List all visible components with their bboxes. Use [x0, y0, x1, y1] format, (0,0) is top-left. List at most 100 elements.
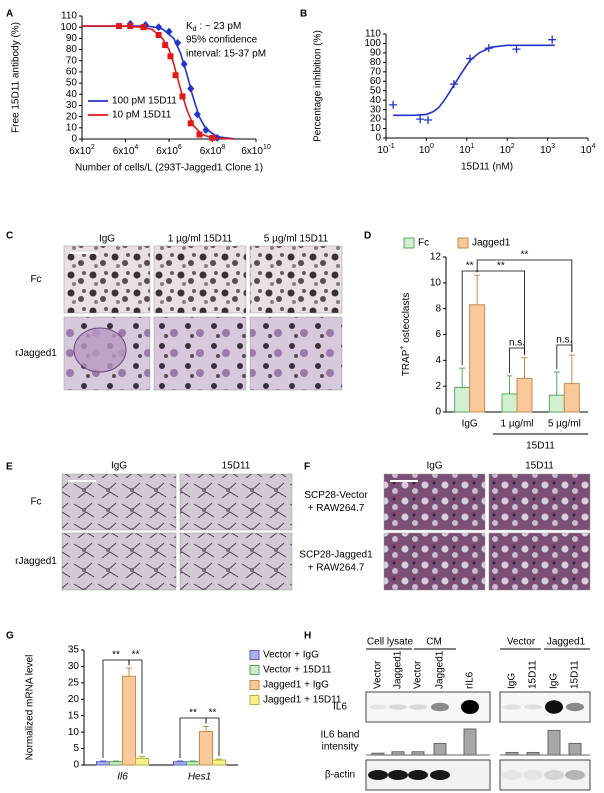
bar: [548, 394, 565, 413]
band-bar: [371, 752, 385, 756]
y-tick-label: 8: [435, 303, 441, 314]
y-tick-label: 2: [435, 381, 441, 392]
y-tick-label: 60: [370, 76, 382, 87]
error-bar: [113, 760, 119, 762]
micrograph: [153, 316, 247, 391]
panel-label: C: [6, 231, 13, 242]
annotation: interval: 15-37 pM: [186, 49, 266, 60]
script-text: 4: [592, 143, 596, 150]
micrograph: [153, 245, 247, 314]
actin-band: [565, 770, 585, 780]
x-tick-label: 10-1: [377, 143, 394, 156]
data-point: [179, 93, 186, 100]
text-part: 6x10: [241, 146, 263, 157]
data-point: [449, 80, 458, 89]
column-label: IgG: [426, 461, 442, 472]
data-point: [165, 27, 173, 36]
panel-label: H: [304, 631, 311, 642]
text-part: osteoclasts: [401, 293, 412, 346]
data-point: [167, 53, 174, 60]
y-axis-title: TRAP+ osteoclasts: [399, 293, 412, 377]
bar: [109, 761, 123, 766]
x-tick-label: 100: [419, 143, 434, 156]
group-label: Vector: [507, 637, 536, 648]
group-label: Cell lysate: [367, 637, 414, 648]
bar: [454, 386, 471, 413]
y-tick-label: 0: [435, 407, 441, 418]
lane-label: 15D11: [570, 660, 581, 689]
blot-band: [566, 702, 584, 712]
data-point: [196, 131, 203, 138]
legend-label: Jagged1 + 15D11: [263, 695, 342, 706]
row-label: β-actin: [325, 770, 355, 781]
micrograph: [63, 245, 151, 314]
row-label: rJagged1: [15, 348, 57, 359]
legend-swatch: [249, 650, 260, 660]
y-tick-label: 60: [66, 67, 78, 78]
significance-bracket: [476, 259, 573, 353]
micrograph: [249, 245, 343, 314]
column-label: 15D11: [525, 461, 554, 472]
y-axis-title: Percentage inhibition (%): [313, 30, 324, 142]
x-tick-label: 6x104: [113, 144, 139, 157]
actin-band: [430, 770, 450, 780]
significance-label: **: [521, 250, 529, 261]
lane-label: Vector: [413, 660, 424, 689]
micrograph: [383, 473, 486, 531]
legend-label: 100 pM 15D11: [112, 96, 177, 107]
micrograph: [249, 316, 343, 391]
column-label: 15D11: [222, 461, 251, 472]
y-tick-label: 12: [430, 252, 442, 263]
bar: [199, 730, 213, 766]
text-part: 6x10: [156, 146, 178, 157]
legend-swatch: [403, 237, 415, 249]
group-label: 15D11: [526, 441, 555, 452]
y-tick-label: 70: [370, 66, 382, 77]
bar: [563, 383, 580, 413]
bar: [122, 675, 136, 766]
error-bar: [100, 760, 106, 762]
lane-label: 15D11: [528, 660, 539, 689]
significance-bracket: [128, 659, 143, 754]
row-label: IL6: [333, 702, 347, 713]
blot-band: [503, 704, 521, 710]
row-label: + RAW264.7: [308, 563, 365, 574]
lane-label: Jagged1: [393, 650, 404, 689]
band-bar: [568, 742, 582, 756]
significance-label: n.s.: [509, 338, 525, 349]
script-text: +: [399, 346, 406, 350]
x-tick-label: 6x102: [69, 144, 95, 157]
y-tick-label: 35: [68, 645, 80, 656]
micrograph: [383, 532, 486, 591]
y-tick-label: 25: [68, 677, 80, 688]
error-bar: [126, 667, 132, 677]
x-tick-label: IgG: [462, 419, 478, 430]
y-tick-label: 40: [370, 95, 382, 106]
x-tick-label: Hes1: [188, 772, 211, 783]
text-part: 6x10: [69, 146, 91, 157]
column-label: 1 µg/ml 15D11: [168, 234, 233, 245]
legend-swatch: [249, 680, 260, 690]
data-point: [174, 38, 182, 47]
x-tick-label: 6x108: [200, 144, 226, 157]
micrograph: [488, 473, 591, 531]
text-part: TRAP: [401, 349, 412, 376]
band-bar: [463, 728, 477, 756]
error-bar: [459, 367, 466, 388]
bar: [186, 761, 200, 766]
significance-label: **: [189, 708, 197, 719]
micrograph: [61, 532, 177, 591]
micrograph: [61, 473, 177, 531]
blot-band: [369, 704, 387, 710]
y-axis-title: Free 15D11 antibody (%): [11, 22, 22, 133]
panel-label: F: [304, 462, 310, 473]
panel-label: B: [300, 9, 307, 20]
y-tick-label: 10: [68, 727, 80, 738]
y-tick-label: 15: [68, 710, 80, 721]
data-point: [548, 35, 557, 44]
data-point: [416, 115, 425, 124]
y-tick-label: 40: [66, 89, 78, 100]
x-tick-label: 6x106: [156, 144, 182, 157]
error-bar: [139, 755, 145, 759]
significance-label: **: [132, 650, 140, 661]
